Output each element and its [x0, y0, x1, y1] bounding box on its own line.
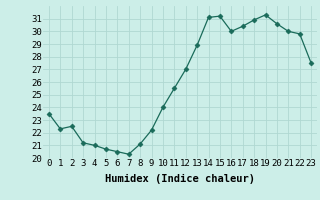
X-axis label: Humidex (Indice chaleur): Humidex (Indice chaleur) [105, 174, 255, 184]
